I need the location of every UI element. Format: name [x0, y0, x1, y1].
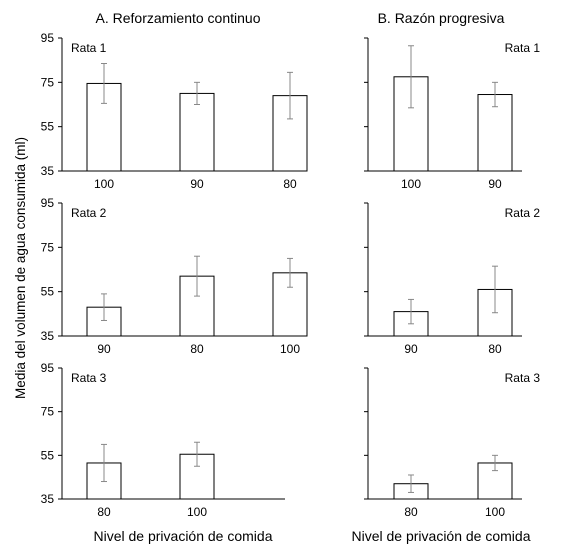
- chart-panel: Rata 3 80 100: [364, 367, 541, 519]
- x-tick-label: 100: [485, 505, 505, 519]
- y-tick-label: 35: [41, 329, 55, 343]
- x-tick-label: 80: [190, 342, 204, 356]
- chart-panel: 35 55 75 95 Rata 2 90 80 100: [41, 196, 308, 356]
- x-tick-label: 100: [280, 342, 300, 356]
- panel-label: Rata 2: [71, 206, 107, 220]
- chart-panel: 35 55 75 95 Rata 1 100 90 80: [41, 31, 308, 191]
- x-tick-label: 100: [94, 177, 114, 191]
- col-title-b: B. Razón progresiva: [378, 10, 505, 26]
- x-tick-label: 100: [187, 505, 207, 519]
- y-tick-label: 95: [41, 361, 55, 375]
- y-tick-label: 75: [41, 240, 55, 254]
- y-tick-label: 35: [41, 164, 55, 178]
- panel-label: Rata 1: [505, 41, 541, 55]
- chart-panel: 35 55 75 95 Rata 3 80 100: [41, 361, 285, 519]
- y-tick-label: 35: [41, 492, 55, 506]
- x-tick-label: 80: [97, 505, 111, 519]
- x-tick-label: 100: [401, 177, 421, 191]
- panel-label: Rata 1: [71, 41, 107, 55]
- y-tick-label: 55: [41, 285, 55, 299]
- panel-label: Rata 2: [505, 206, 541, 220]
- bar: [179, 92, 215, 172]
- y-tick-label: 95: [41, 31, 55, 45]
- x-tick-label: 90: [97, 342, 111, 356]
- x-tick-label: 80: [283, 177, 297, 191]
- x-axis-label-b: Nivel de privación de comida: [352, 528, 531, 544]
- col-title-a: A. Reforzamiento continuo: [96, 10, 261, 26]
- y-tick-label: 75: [41, 75, 55, 89]
- chart-panel: Rata 1 100 90: [364, 37, 541, 191]
- x-tick-label: 90: [190, 177, 204, 191]
- panel-label: Rata 3: [505, 371, 541, 385]
- x-tick-label: 80: [404, 505, 418, 519]
- x-axis-label-a: Nivel de privación de comida: [94, 528, 273, 544]
- x-tick-label: 90: [404, 342, 418, 356]
- y-tick-label: 55: [41, 120, 55, 134]
- y-tick-label: 95: [41, 196, 55, 210]
- x-tick-label: 90: [488, 177, 502, 191]
- y-tick-label: 75: [41, 405, 55, 419]
- x-tick-label: 80: [488, 342, 502, 356]
- y-tick-label: 55: [41, 448, 55, 462]
- panel-label: Rata 3: [71, 371, 107, 385]
- chart-panels: 35 55 75 95 Rata 1 100 90 80 Rata 1 100 90 35 55 75 95…: [41, 31, 541, 519]
- y-axis-label: Media del volumen de agua consumida (ml): [13, 137, 28, 399]
- chart-panel: Rata 2 90 80: [364, 202, 541, 356]
